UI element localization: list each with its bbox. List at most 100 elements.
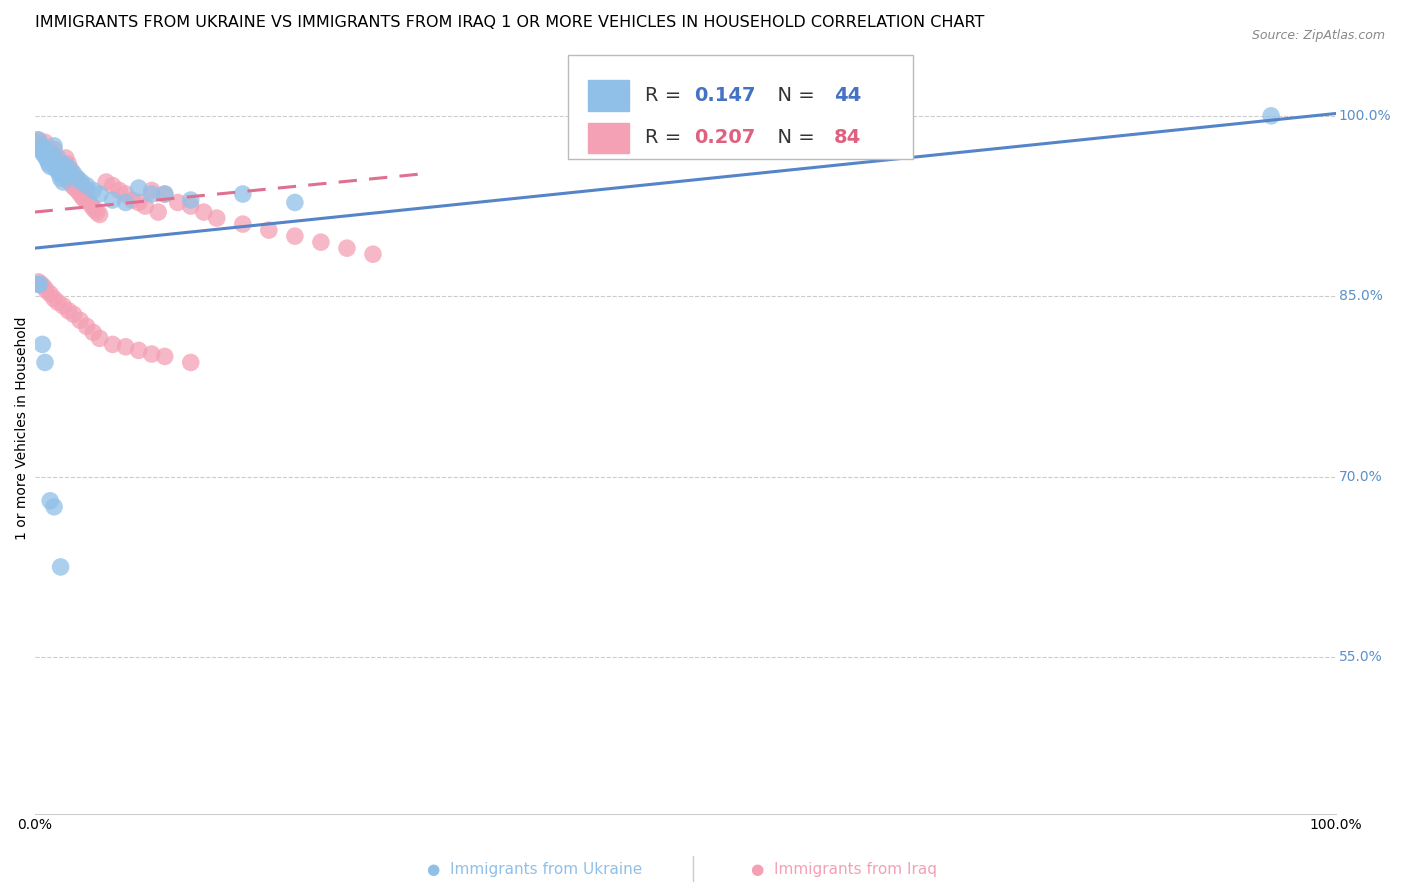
Point xyxy=(30,277,52,292)
Point xyxy=(49,157,72,171)
Point xyxy=(55,151,77,165)
Text: N =: N = xyxy=(765,128,821,147)
Point xyxy=(205,211,228,225)
Point xyxy=(134,199,156,213)
Point xyxy=(44,157,66,171)
FancyBboxPatch shape xyxy=(588,80,630,111)
Text: 70.0%: 70.0% xyxy=(1339,470,1382,483)
Point xyxy=(153,187,176,202)
Point xyxy=(27,275,49,289)
Point xyxy=(89,207,111,221)
Point xyxy=(83,202,105,217)
Text: 84: 84 xyxy=(834,128,860,147)
Point xyxy=(128,181,150,195)
Text: R =: R = xyxy=(645,87,688,105)
Point xyxy=(31,337,53,351)
Point xyxy=(48,167,70,181)
Text: IMMIGRANTS FROM UKRAINE VS IMMIGRANTS FROM IRAQ 1 OR MORE VEHICLES IN HOUSEHOLD : IMMIGRANTS FROM UKRAINE VS IMMIGRANTS FR… xyxy=(35,15,984,30)
Point xyxy=(28,139,51,153)
Point xyxy=(25,133,48,147)
Point xyxy=(141,187,163,202)
Point xyxy=(34,136,56,150)
Text: 44: 44 xyxy=(834,87,860,105)
Point xyxy=(42,151,65,165)
Point xyxy=(336,241,359,255)
Point xyxy=(89,187,111,202)
Point xyxy=(76,183,98,197)
Point xyxy=(37,143,59,157)
Point xyxy=(101,193,124,207)
Point xyxy=(82,183,104,197)
Text: 0.207: 0.207 xyxy=(695,128,756,147)
Point xyxy=(32,145,55,159)
Point xyxy=(284,229,307,244)
Point xyxy=(46,151,69,165)
Point xyxy=(284,195,307,210)
Point xyxy=(66,183,89,197)
Point xyxy=(80,199,103,213)
Point xyxy=(1260,109,1282,123)
Point xyxy=(32,279,55,293)
Point xyxy=(153,350,176,364)
Point xyxy=(101,178,124,193)
Point xyxy=(39,286,62,301)
Point xyxy=(35,147,58,161)
Point xyxy=(141,347,163,361)
Point xyxy=(76,319,98,334)
Point xyxy=(30,143,52,157)
Point xyxy=(69,313,91,327)
Point xyxy=(37,153,59,168)
Point xyxy=(72,191,94,205)
Point xyxy=(153,187,176,202)
Point xyxy=(44,160,66,174)
Text: ●  Immigrants from Iraq: ● Immigrants from Iraq xyxy=(751,863,936,877)
Point xyxy=(31,139,53,153)
Point xyxy=(51,160,73,174)
Point xyxy=(42,139,65,153)
Point xyxy=(56,171,79,186)
Point xyxy=(52,163,75,178)
Point xyxy=(114,340,136,354)
Point xyxy=(60,178,83,193)
Point xyxy=(59,163,82,178)
Point xyxy=(28,277,51,292)
Point xyxy=(65,171,87,186)
Point xyxy=(39,160,62,174)
Point xyxy=(32,147,55,161)
Point xyxy=(27,136,49,150)
Point xyxy=(56,160,79,174)
Point xyxy=(45,154,67,169)
Text: 0.147: 0.147 xyxy=(695,87,756,105)
Point xyxy=(34,355,56,369)
Point xyxy=(35,283,58,297)
Point xyxy=(257,223,280,237)
Text: N =: N = xyxy=(765,87,821,105)
Y-axis label: 1 or more Vehicles in Household: 1 or more Vehicles in Household xyxy=(15,317,30,541)
Point xyxy=(42,292,65,306)
Point xyxy=(66,171,89,186)
Point xyxy=(45,163,67,178)
Point xyxy=(94,175,117,189)
Point xyxy=(34,143,56,157)
Point xyxy=(49,171,72,186)
Point xyxy=(62,167,84,181)
Point xyxy=(70,175,93,189)
Point xyxy=(53,169,76,183)
Point xyxy=(62,169,84,183)
Point xyxy=(70,178,93,193)
Point xyxy=(114,195,136,210)
Point xyxy=(35,151,58,165)
Point xyxy=(309,235,332,249)
Point xyxy=(148,205,170,219)
Point xyxy=(77,195,100,210)
Point xyxy=(193,205,215,219)
FancyBboxPatch shape xyxy=(588,122,630,153)
Point xyxy=(75,193,97,207)
Point xyxy=(53,167,76,181)
Point xyxy=(89,331,111,345)
Point xyxy=(63,181,86,195)
Point xyxy=(114,187,136,202)
Point xyxy=(46,295,69,310)
Point xyxy=(101,337,124,351)
Point xyxy=(30,139,52,153)
